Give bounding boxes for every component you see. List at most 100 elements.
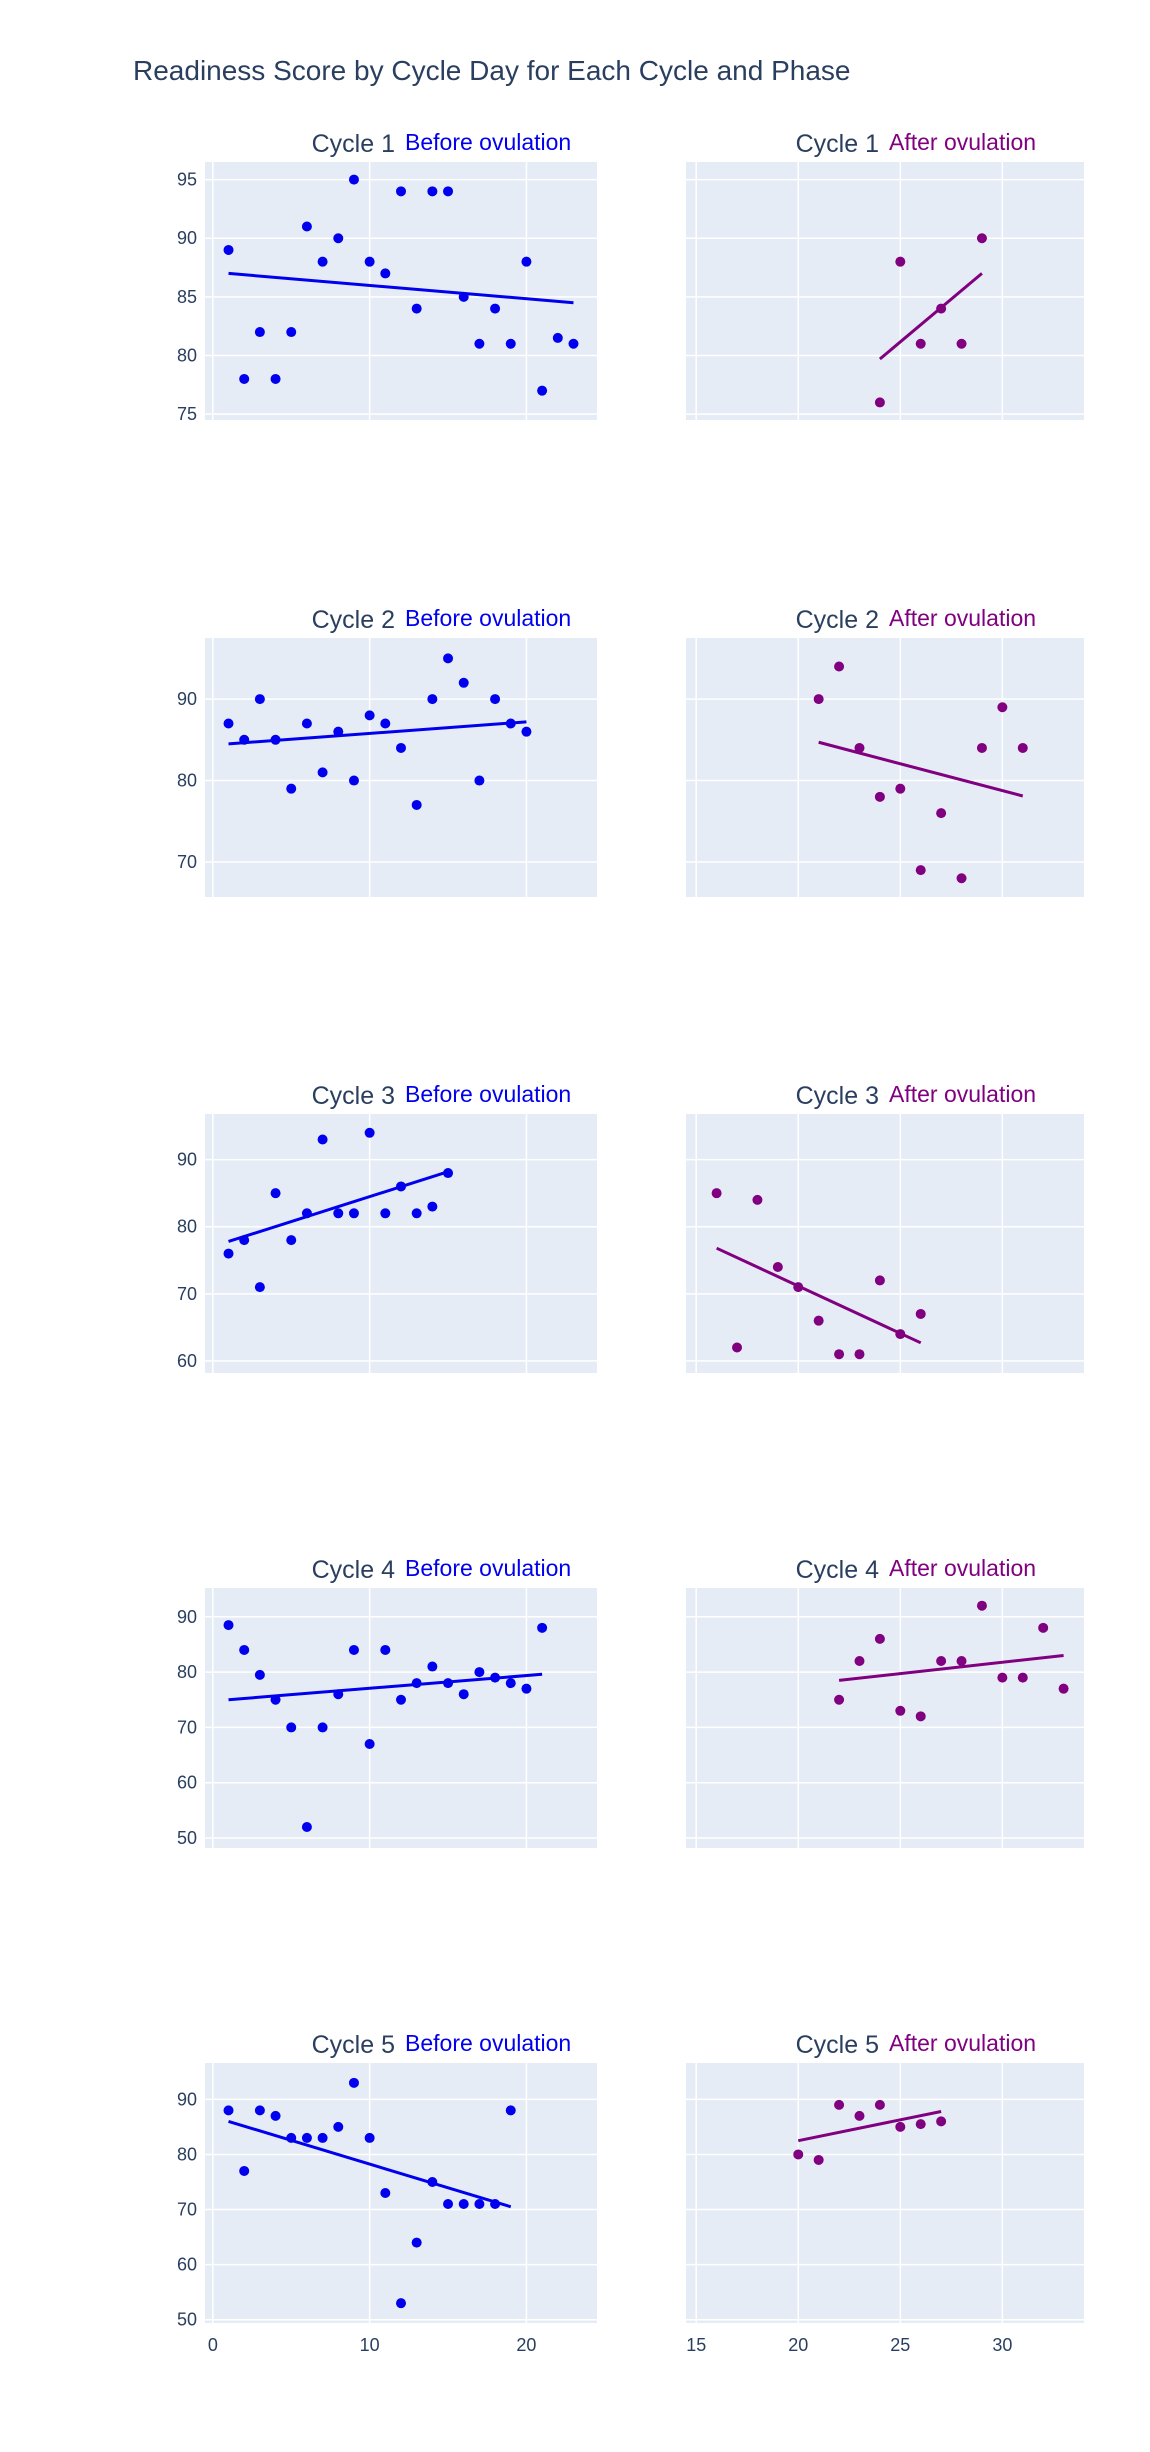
data-point bbox=[895, 783, 906, 794]
data-point bbox=[348, 1644, 359, 1655]
y-tick-label: 70 bbox=[177, 2200, 197, 2220]
x-tick-label: 0 bbox=[208, 2335, 218, 2355]
data-point bbox=[956, 338, 967, 349]
data-point bbox=[411, 303, 422, 314]
data-point bbox=[537, 1622, 548, 1633]
data-point bbox=[874, 2099, 885, 2110]
data-point bbox=[396, 742, 406, 753]
data-point bbox=[505, 1678, 516, 1689]
y-tick-label: 90 bbox=[177, 2089, 197, 2109]
data-point bbox=[364, 2132, 375, 2143]
phase-annotation: After ovulation bbox=[889, 1081, 1036, 1107]
y-tick-label: 95 bbox=[177, 170, 197, 190]
data-point bbox=[915, 338, 926, 349]
plot-area bbox=[205, 2063, 597, 2323]
data-point bbox=[254, 2105, 265, 2116]
data-point bbox=[301, 718, 312, 729]
data-point bbox=[854, 1656, 865, 1667]
subplot-title: Cycle 5 bbox=[796, 2031, 879, 2059]
data-point bbox=[936, 303, 947, 314]
data-point bbox=[874, 1633, 885, 1644]
x-tick-label: 20 bbox=[516, 2335, 536, 2355]
data-point bbox=[301, 2132, 312, 2143]
data-point bbox=[772, 1261, 783, 1272]
plot-area bbox=[686, 638, 1084, 897]
y-tick-label: 70 bbox=[177, 852, 197, 872]
data-point bbox=[711, 1188, 722, 1199]
data-point bbox=[834, 661, 845, 672]
data-point bbox=[505, 718, 516, 729]
data-point bbox=[411, 799, 422, 810]
data-point bbox=[364, 256, 375, 267]
subplot-title: Cycle 2 bbox=[312, 606, 395, 634]
data-point bbox=[364, 1127, 375, 1138]
data-point bbox=[1038, 1622, 1049, 1633]
data-point bbox=[411, 1678, 422, 1689]
data-point bbox=[813, 694, 824, 705]
data-point bbox=[333, 233, 344, 244]
data-point bbox=[380, 1208, 391, 1219]
data-point bbox=[834, 1349, 845, 1360]
subplot-title: Cycle 4 bbox=[796, 1556, 879, 1584]
data-point bbox=[333, 726, 344, 737]
data-point bbox=[521, 1683, 532, 1694]
data-point bbox=[223, 2105, 234, 2116]
data-point bbox=[752, 1194, 763, 1205]
x-tick-label: 15 bbox=[686, 2335, 706, 2355]
data-point bbox=[301, 221, 312, 232]
phase-annotation: After ovulation bbox=[889, 605, 1036, 631]
trendline bbox=[715, 1246, 922, 1345]
phase-annotation: Before ovulation bbox=[405, 605, 571, 631]
data-point bbox=[458, 291, 469, 302]
data-point bbox=[505, 2105, 516, 2116]
trendline bbox=[228, 1672, 543, 1702]
subplot-7: 50 60 70 80 90 Cycle 4 Before ovulation bbox=[177, 1555, 597, 1848]
data-point bbox=[854, 1349, 865, 1360]
data-point bbox=[333, 1208, 344, 1219]
subplot-title: Cycle 1 bbox=[796, 130, 879, 158]
data-point bbox=[443, 1168, 454, 1179]
data-point bbox=[915, 2119, 926, 2130]
data-point bbox=[411, 2237, 422, 2248]
data-point bbox=[813, 1315, 824, 1326]
data-point bbox=[443, 1678, 454, 1689]
data-point bbox=[505, 338, 516, 349]
data-point bbox=[458, 2199, 469, 2210]
data-point bbox=[490, 1672, 501, 1683]
y-tick-label: 70 bbox=[177, 1284, 197, 1304]
data-point bbox=[239, 2165, 250, 2176]
data-point bbox=[854, 742, 865, 753]
data-point bbox=[223, 244, 234, 255]
data-point bbox=[396, 2298, 406, 2309]
data-point bbox=[348, 174, 359, 185]
data-point bbox=[348, 1208, 359, 1219]
data-point bbox=[521, 256, 532, 267]
data-point bbox=[874, 791, 885, 802]
phase-annotation: Before ovulation bbox=[405, 1081, 571, 1107]
phase-annotation: After ovulation bbox=[889, 2030, 1036, 2056]
data-point bbox=[286, 2132, 297, 2143]
y-tick-label: 50 bbox=[177, 2310, 197, 2330]
data-point bbox=[956, 873, 967, 884]
figure-title: Readiness Score by Cycle Day for Each Cy… bbox=[133, 55, 850, 86]
data-point bbox=[270, 373, 281, 384]
subplot-9: 0 10 20 50 60 70 80 90 Cycle 5 Before ovulation bbox=[177, 2030, 597, 2355]
subplot-2: Cycle 1 After ovulation bbox=[686, 129, 1084, 420]
data-point bbox=[270, 1188, 281, 1199]
phase-annotation: After ovulation bbox=[889, 129, 1036, 155]
subplot-title: Cycle 5 bbox=[312, 2031, 395, 2059]
data-point bbox=[976, 233, 987, 244]
data-point bbox=[239, 373, 250, 384]
data-point bbox=[443, 653, 454, 664]
data-point bbox=[895, 256, 906, 267]
data-point bbox=[1017, 742, 1028, 753]
subplot-grid: 75 80 85 90 95 Cycle 1 Before ovulation Cycle 1… bbox=[177, 129, 1084, 2355]
y-tick-label: 75 bbox=[177, 404, 197, 424]
data-point bbox=[396, 1181, 406, 1192]
data-point bbox=[223, 1620, 234, 1631]
y-tick-label: 80 bbox=[177, 1217, 197, 1237]
data-point bbox=[317, 2132, 328, 2143]
y-tick-label: 90 bbox=[177, 689, 197, 709]
data-point bbox=[286, 783, 297, 794]
data-point bbox=[1017, 1672, 1028, 1683]
